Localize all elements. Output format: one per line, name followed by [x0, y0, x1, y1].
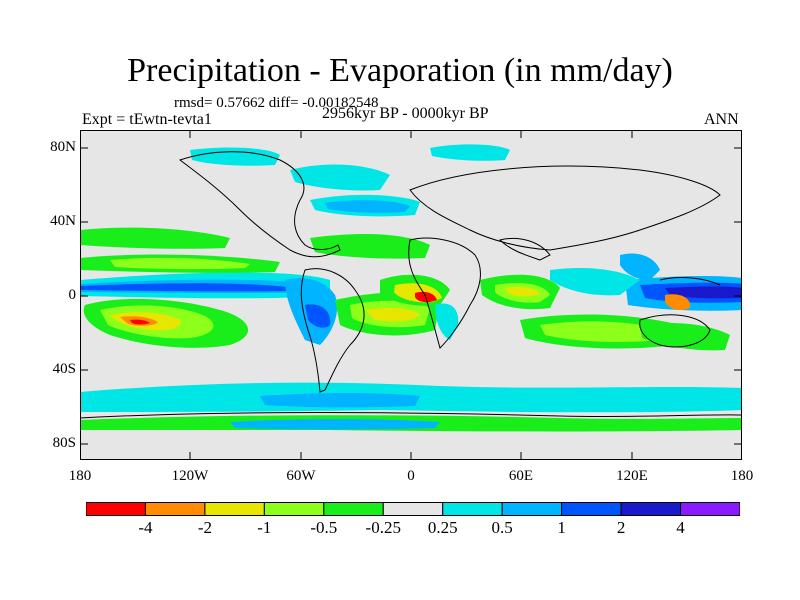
colorbar-swatch	[620, 502, 682, 516]
colorbar-label: 0.25	[427, 518, 458, 537]
colorbar-label: -2	[197, 518, 212, 537]
colorbar-swatch	[442, 502, 503, 516]
lon-tick-label: 0	[407, 468, 415, 484]
colorbar-label: 2	[616, 518, 626, 537]
experiment-label: Expt = tEwtn-tevta1	[82, 111, 212, 128]
lat-tick-label: 80N	[50, 139, 76, 155]
chart-title: Precipitation - Evaporation (in mm/day)	[127, 52, 673, 89]
colorbar-swatch	[561, 502, 622, 516]
colorbar-label: -1	[257, 518, 272, 537]
stats-label: rmsd= 0.57662 diff= -0.00182548	[174, 95, 379, 111]
lat-tick-label: 80S	[52, 435, 76, 451]
lat-tick-label: 40N	[50, 213, 76, 229]
lon-tick-label: 60W	[286, 468, 316, 484]
lon-tick-label: 60E	[508, 468, 534, 484]
colorbar-swatch	[86, 502, 146, 516]
period-label: 2956kyr BP - 0000kyr BP	[322, 105, 489, 122]
colorbar-label: 1	[557, 518, 566, 537]
colorbar	[86, 502, 740, 516]
colorbar-swatch	[263, 502, 325, 516]
lat-tick-label: 40S	[52, 361, 76, 377]
colorbar-label: 4	[676, 518, 685, 537]
colorbar-swatch	[680, 502, 740, 516]
lon-tick-label: 180	[730, 468, 754, 484]
colorbar-label: -0.5	[310, 518, 338, 537]
colorbar-label: 0.5	[491, 518, 513, 537]
colorbar-swatch	[501, 502, 563, 516]
colorbar-label: -0.25	[365, 518, 401, 537]
colorbar-swatch	[204, 502, 265, 516]
lon-tick-label: 120E	[616, 468, 648, 484]
season-label: ANN	[704, 111, 739, 128]
lon-tick-label: 180	[68, 468, 92, 484]
lat-tick-label: 0	[68, 287, 77, 303]
lon-tick-label: 120W	[171, 468, 209, 484]
colorbar-swatch	[382, 502, 444, 516]
colorbar-label: -4	[138, 518, 153, 537]
colorbar-swatch	[144, 502, 206, 516]
colorbar-swatch	[323, 502, 384, 516]
pe-contours	[80, 144, 742, 432]
map-plot	[80, 130, 742, 460]
coastlines	[80, 151, 742, 419]
map-ticks	[80, 130, 742, 460]
